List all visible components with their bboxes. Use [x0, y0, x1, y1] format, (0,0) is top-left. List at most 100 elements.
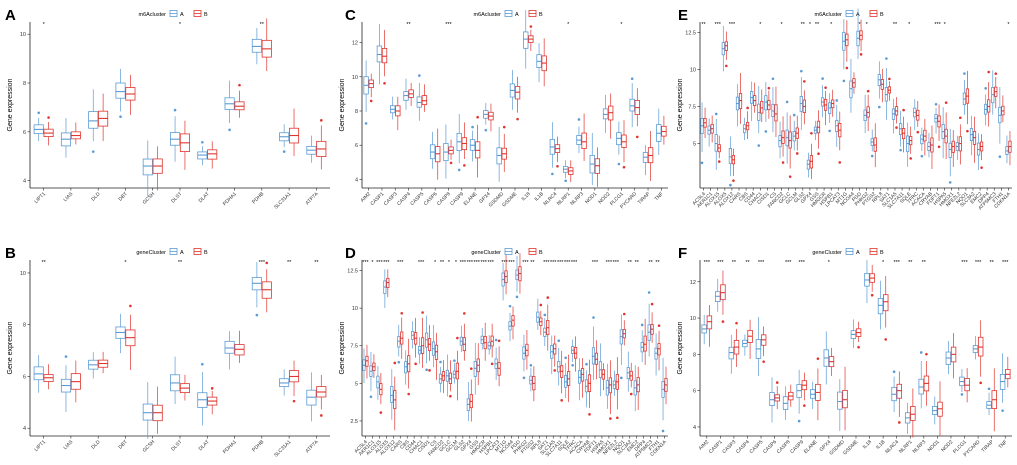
box-a — [742, 334, 748, 356]
box-b — [747, 319, 753, 360]
significance-mark: *** — [397, 260, 404, 266]
significance-mark: * — [780, 22, 783, 28]
box-outlier — [980, 166, 983, 169]
significance-mark: *** — [717, 260, 724, 266]
box-a — [877, 280, 884, 330]
box-outlier — [884, 338, 888, 341]
box-a — [496, 127, 502, 182]
significance-mark: ** — [655, 260, 660, 266]
significance-mark: ** — [990, 260, 995, 266]
box-a — [549, 122, 556, 176]
box-b — [179, 374, 190, 401]
box-b — [987, 70, 991, 127]
y-tick-label: 6 — [355, 143, 358, 149]
significance-mark: *** — [445, 22, 452, 28]
box-a — [529, 363, 533, 392]
box-b — [951, 130, 955, 167]
box-b — [568, 160, 574, 183]
x-tick-label: LIAS — [62, 439, 74, 451]
box-b — [434, 332, 439, 380]
box-outlier — [577, 118, 581, 121]
box-b — [541, 38, 547, 87]
x-tick-label: PDHA1 — [222, 191, 238, 207]
box-b — [368, 73, 374, 103]
legend: geneCluster A B — [471, 248, 543, 256]
box-b — [594, 147, 601, 187]
box-outlier — [757, 144, 761, 147]
box-a — [466, 382, 470, 422]
box-b — [532, 366, 536, 402]
box-a — [771, 77, 775, 133]
y-tick-label: 6 — [23, 130, 26, 136]
box-outlier — [916, 130, 920, 134]
box-outlier — [616, 416, 619, 420]
legend-title: geneCluster — [136, 250, 166, 256]
x-tick-label: SLC31A1 — [273, 191, 293, 211]
box-b — [207, 387, 218, 415]
box-outlier — [647, 291, 651, 294]
box-outlier — [630, 77, 634, 81]
x-tick-label: CASP9 — [449, 191, 465, 207]
box-outlier — [984, 87, 987, 90]
box-a — [536, 43, 542, 83]
box-outlier — [746, 106, 749, 110]
x-tick-label: SLC31A1 — [273, 439, 293, 459]
box-outlier — [762, 360, 765, 363]
significance-mark: *** — [893, 260, 900, 266]
significance-mark: * — [908, 22, 911, 28]
panel-letter: D — [345, 245, 356, 262]
box-a — [700, 102, 704, 165]
box-outlier — [609, 417, 612, 420]
box-a — [363, 60, 369, 125]
box-b — [724, 31, 728, 68]
box-body — [842, 389, 848, 409]
box-b — [636, 366, 640, 410]
box-a — [870, 129, 874, 158]
box-outlier — [944, 101, 948, 104]
box-body — [251, 38, 262, 53]
box-b — [567, 354, 571, 403]
significance-mark: * — [809, 22, 812, 28]
box-outlier — [735, 321, 738, 325]
x-tick-label: NLRP3 — [912, 439, 928, 455]
box-a — [33, 355, 44, 393]
significance-mark: ** — [732, 260, 737, 266]
box-a — [362, 348, 366, 384]
box-b — [608, 360, 612, 420]
box-a — [806, 152, 811, 178]
panel-letter: E — [678, 7, 688, 24]
box-a — [306, 372, 317, 422]
y-tick-label: 8 — [23, 81, 26, 87]
box-b — [738, 73, 743, 124]
significance-mark: ** — [287, 260, 292, 266]
box-outlier — [810, 131, 813, 135]
box-a — [959, 368, 965, 396]
box-b — [910, 388, 916, 438]
y-axis-label: Gene expression — [7, 78, 14, 131]
box-outlier — [553, 369, 557, 372]
x-tick-label: NLRP1 — [898, 439, 914, 455]
box-a — [728, 136, 733, 187]
box-a — [589, 133, 595, 186]
box-outlier — [966, 129, 969, 133]
box-b — [427, 325, 432, 372]
legend-title: m6Acluster — [138, 12, 166, 18]
box-a — [224, 331, 235, 370]
significance-mark: * — [759, 22, 762, 28]
box-a — [927, 132, 931, 158]
box-outlier — [516, 117, 519, 121]
x-tick-label: PDHA1 — [222, 439, 238, 455]
y-tick-label: 4 — [693, 425, 696, 431]
box-outlier — [937, 145, 941, 149]
box-a — [898, 110, 903, 152]
box-b — [866, 89, 870, 132]
box-a — [501, 262, 505, 301]
box-b — [950, 333, 957, 379]
box-body — [706, 315, 713, 330]
legend-label-b: B — [539, 12, 543, 18]
box-body — [33, 366, 44, 381]
box-body — [964, 378, 970, 392]
box-a — [877, 61, 881, 109]
box-outlier — [129, 304, 132, 308]
